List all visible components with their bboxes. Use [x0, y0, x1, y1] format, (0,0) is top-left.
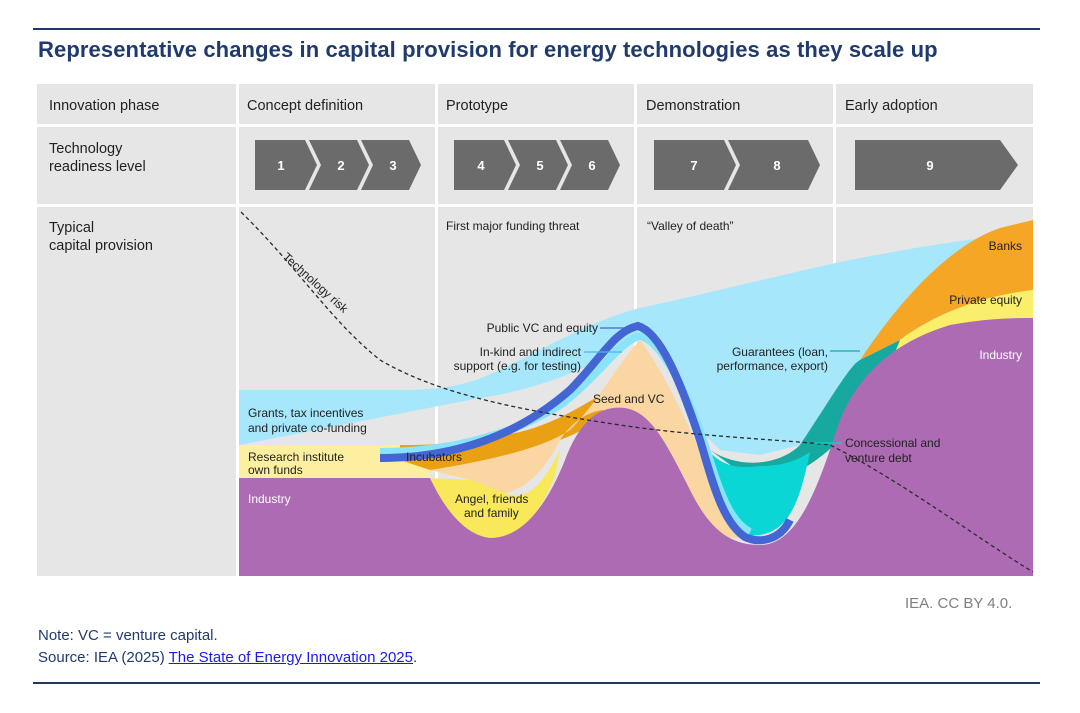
label-research-line1: Research institute: [248, 450, 344, 464]
label-incubators: Incubators: [406, 450, 462, 464]
capital-provision-diagram: Innovation phase Concept definition Prot…: [37, 84, 1034, 576]
label-inkind-line1: In-kind and indirect: [480, 345, 582, 359]
trl-number-1: 1: [277, 158, 284, 173]
label-industry-right: Industry: [979, 348, 1022, 362]
label-concessional-line1: Concessional and: [845, 436, 940, 450]
phase-row: Innovation phase Concept definition Prot…: [37, 84, 1033, 124]
trl-number-6: 6: [588, 158, 595, 173]
trl-chevron-9: [855, 140, 1018, 190]
annotation-valley-of-death: “Valley of death”: [647, 219, 734, 233]
phase-cell-early-adoption: [836, 84, 1033, 124]
note-line: Note: VC = venture capital.: [38, 627, 218, 644]
label-industry-left: Industry: [248, 492, 291, 506]
label-guarantees-line1: Guarantees (loan,: [732, 345, 828, 359]
capital-flows: [239, 220, 1033, 576]
trl-number-2: 2: [337, 158, 344, 173]
label-inkind-line2: support (e.g. for testing): [454, 359, 581, 373]
phase-demonstration: Demonstration: [646, 98, 740, 114]
phase-row-label: Innovation phase: [49, 98, 159, 114]
trl-number-8: 8: [773, 158, 780, 173]
flow-private-equity: [880, 290, 1033, 390]
bottom-rule: [33, 682, 1040, 684]
phase-cell-demonstration: [637, 84, 833, 124]
credit-line: IEA. CC BY 4.0.: [905, 595, 1013, 612]
label-angel-line1: Angel, friends: [455, 492, 528, 506]
capital-row-label-line1: Typical: [49, 220, 94, 236]
source-suffix: .: [412, 649, 418, 666]
top-rule: [33, 28, 1040, 30]
label-grants-line1: Grants, tax incentives: [248, 406, 363, 420]
trl-chevron-7: [654, 140, 736, 190]
label-research-line2: own funds: [248, 463, 303, 477]
trl-chevron-4: [454, 140, 516, 190]
annotation-funding-threat: First major funding threat: [446, 219, 580, 233]
trl-number-9: 9: [926, 158, 933, 173]
trl-number-5: 5: [536, 158, 543, 173]
flow-angel: [430, 450, 560, 538]
flow-banks: [860, 220, 1033, 360]
trl-chevron-1: [255, 140, 317, 190]
capital-row-label-line2: capital provision: [49, 238, 153, 254]
flow-seed-vc: [430, 340, 745, 540]
flow-public-vc: [379, 321, 794, 545]
phase-cell-prototype: [438, 84, 634, 124]
trl-chevron-6: [560, 140, 620, 190]
label-banks: Banks: [989, 239, 1022, 253]
trl-chevron-3: [361, 140, 421, 190]
trl-chevron-8: [728, 140, 820, 190]
flow-grants-light-blue: [239, 232, 1033, 455]
phase-prototype: Prototype: [446, 98, 508, 114]
trl-chevron-2: [309, 140, 369, 190]
label-angel-line2: and family: [464, 506, 519, 520]
phase-concept-definition: Concept definition: [247, 98, 363, 114]
phase-early-adoption: Early adoption: [845, 98, 938, 114]
trl-chevron-5: [508, 140, 568, 190]
label-public-vc: Public VC and equity: [487, 321, 598, 335]
label-private-equity: Private equity: [949, 293, 1022, 307]
phase-cell-concept: [239, 84, 435, 124]
trl-number-7: 7: [690, 158, 697, 173]
label-guarantees-line2: performance, export): [717, 359, 828, 373]
label-seed-vc: Seed and VC: [593, 392, 665, 406]
flow-guarantees: [710, 340, 900, 472]
trl-number-4: 4: [477, 158, 485, 173]
page-title: Representative changes in capital provis…: [38, 37, 938, 62]
trl-number-3: 3: [389, 158, 396, 173]
trl-label-cell: [37, 127, 236, 204]
source-prefix: Source: IEA (2025): [38, 649, 169, 666]
source-line: Source: IEA (2025) The State of Energy I…: [38, 649, 417, 666]
label-concessional-line2: venture debt: [845, 451, 912, 465]
source-link[interactable]: The State of Energy Innovation 2025: [168, 649, 413, 666]
label-grants-line2: and private co-funding: [248, 421, 367, 435]
capital-label-cell: [37, 207, 236, 576]
trl-row-label-line1: Technology: [49, 141, 123, 157]
trl-row-label-line2: readiness level: [49, 159, 146, 175]
technology-risk-line: [240, 211, 1034, 573]
trl-row: Technology readiness level 1 2 3 4 5 6 7…: [37, 127, 1033, 204]
phase-label-cell: [37, 84, 236, 124]
flow-industry: [239, 318, 1033, 576]
